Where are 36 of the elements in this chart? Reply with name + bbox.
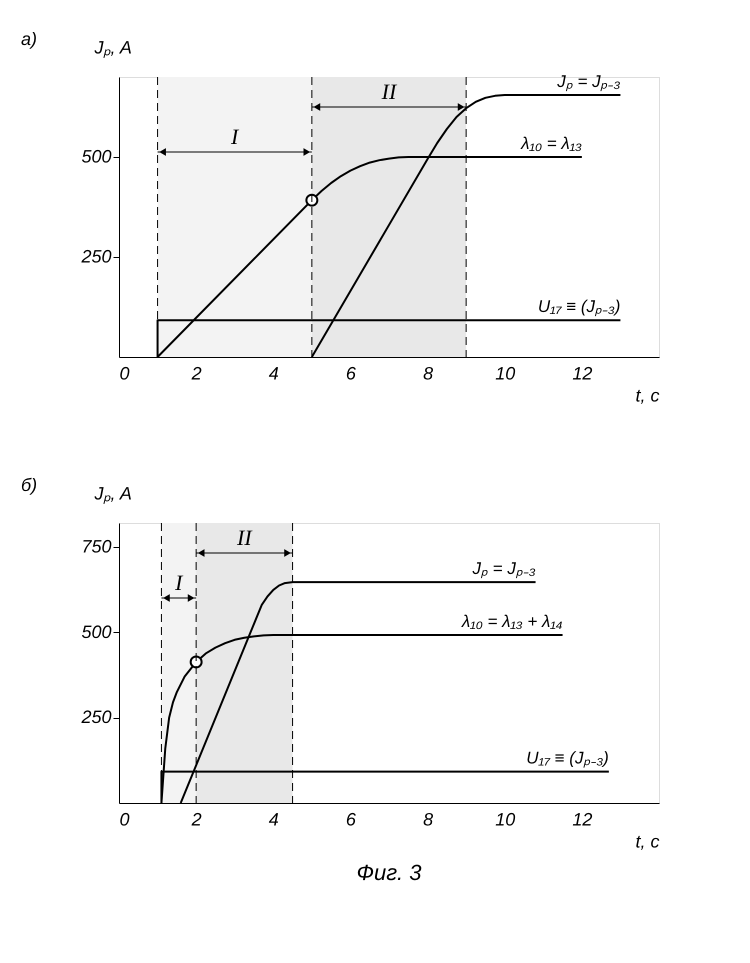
x-tick-label: 12 [572, 364, 592, 384]
series-label: Jₚ = Jₚ₋₃ [556, 72, 621, 92]
x-tick-label: 8 [423, 364, 434, 384]
x-tick-label: 4 [268, 810, 279, 830]
y-tick-label: 500 [81, 622, 112, 642]
x-axis-title: t, c [635, 832, 660, 852]
x-tick-label: 6 [346, 810, 357, 830]
x-axis-title: t, c [635, 386, 660, 406]
x-tick-label: 8 [423, 810, 434, 830]
series-label: Jₚ = Jₚ₋₃ [471, 559, 536, 580]
x-tick-label: 0 [120, 364, 130, 384]
x-tick-label: 6 [346, 364, 357, 384]
x-tick-label: 10 [495, 364, 516, 384]
y-axis-title: Jₚ, A [94, 484, 132, 504]
chart-title: б) [20, 475, 38, 495]
text: Фиг. 3 [356, 860, 422, 885]
y-axis-title: Jₚ, A [94, 38, 132, 58]
band-label: I [174, 570, 184, 595]
y-tick-label: 750 [81, 536, 112, 556]
series-label: λ₁₀ = λ₁₃ + λ₁₄ [460, 612, 563, 631]
x-tick-label: 2 [190, 810, 202, 830]
y-tick-label: 250 [80, 707, 112, 728]
series-label: λ₁₀ = λ₁₃ [520, 134, 582, 153]
x-tick-label: 2 [190, 364, 202, 384]
chart-title: а) [20, 29, 37, 49]
x-tick-label: 0 [120, 810, 130, 830]
series-label: U₁₇ ≡ (Jₚ₋₃) [538, 297, 620, 318]
x-tick-label: 4 [268, 364, 279, 384]
band-label: II [380, 79, 398, 104]
x-tick-label: 10 [495, 810, 516, 830]
series-label: U₁₇ ≡ (Jₚ₋₃) [526, 748, 609, 769]
band-label: II [236, 525, 254, 550]
y-tick-label: 500 [81, 146, 112, 166]
y-tick-label: 250 [80, 246, 112, 266]
x-tick-label: 12 [572, 810, 592, 830]
band-label: I [230, 124, 240, 149]
